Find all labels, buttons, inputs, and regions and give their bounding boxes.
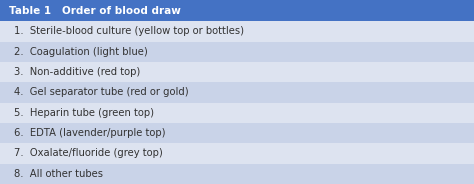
Text: 2.  Coagulation (light blue): 2. Coagulation (light blue) xyxy=(14,47,148,57)
Text: 5.  Heparin tube (green top): 5. Heparin tube (green top) xyxy=(14,108,154,118)
FancyBboxPatch shape xyxy=(0,143,474,164)
Text: 7.  Oxalate/fluoride (grey top): 7. Oxalate/fluoride (grey top) xyxy=(14,148,163,158)
FancyBboxPatch shape xyxy=(0,0,474,21)
FancyBboxPatch shape xyxy=(0,42,474,62)
Text: 1.  Sterile-blood culture (yellow top or bottles): 1. Sterile-blood culture (yellow top or … xyxy=(14,26,244,36)
FancyBboxPatch shape xyxy=(0,103,474,123)
FancyBboxPatch shape xyxy=(0,164,474,184)
FancyBboxPatch shape xyxy=(0,21,474,42)
Text: 8.  All other tubes: 8. All other tubes xyxy=(14,169,103,179)
Text: 3.  Non-additive (red top): 3. Non-additive (red top) xyxy=(14,67,140,77)
FancyBboxPatch shape xyxy=(0,82,474,103)
Text: Table 1   Order of blood draw: Table 1 Order of blood draw xyxy=(9,6,182,16)
FancyBboxPatch shape xyxy=(0,123,474,143)
FancyBboxPatch shape xyxy=(0,62,474,82)
Text: 4.  Gel separator tube (red or gold): 4. Gel separator tube (red or gold) xyxy=(14,87,189,97)
Text: 6.  EDTA (lavender/purple top): 6. EDTA (lavender/purple top) xyxy=(14,128,166,138)
